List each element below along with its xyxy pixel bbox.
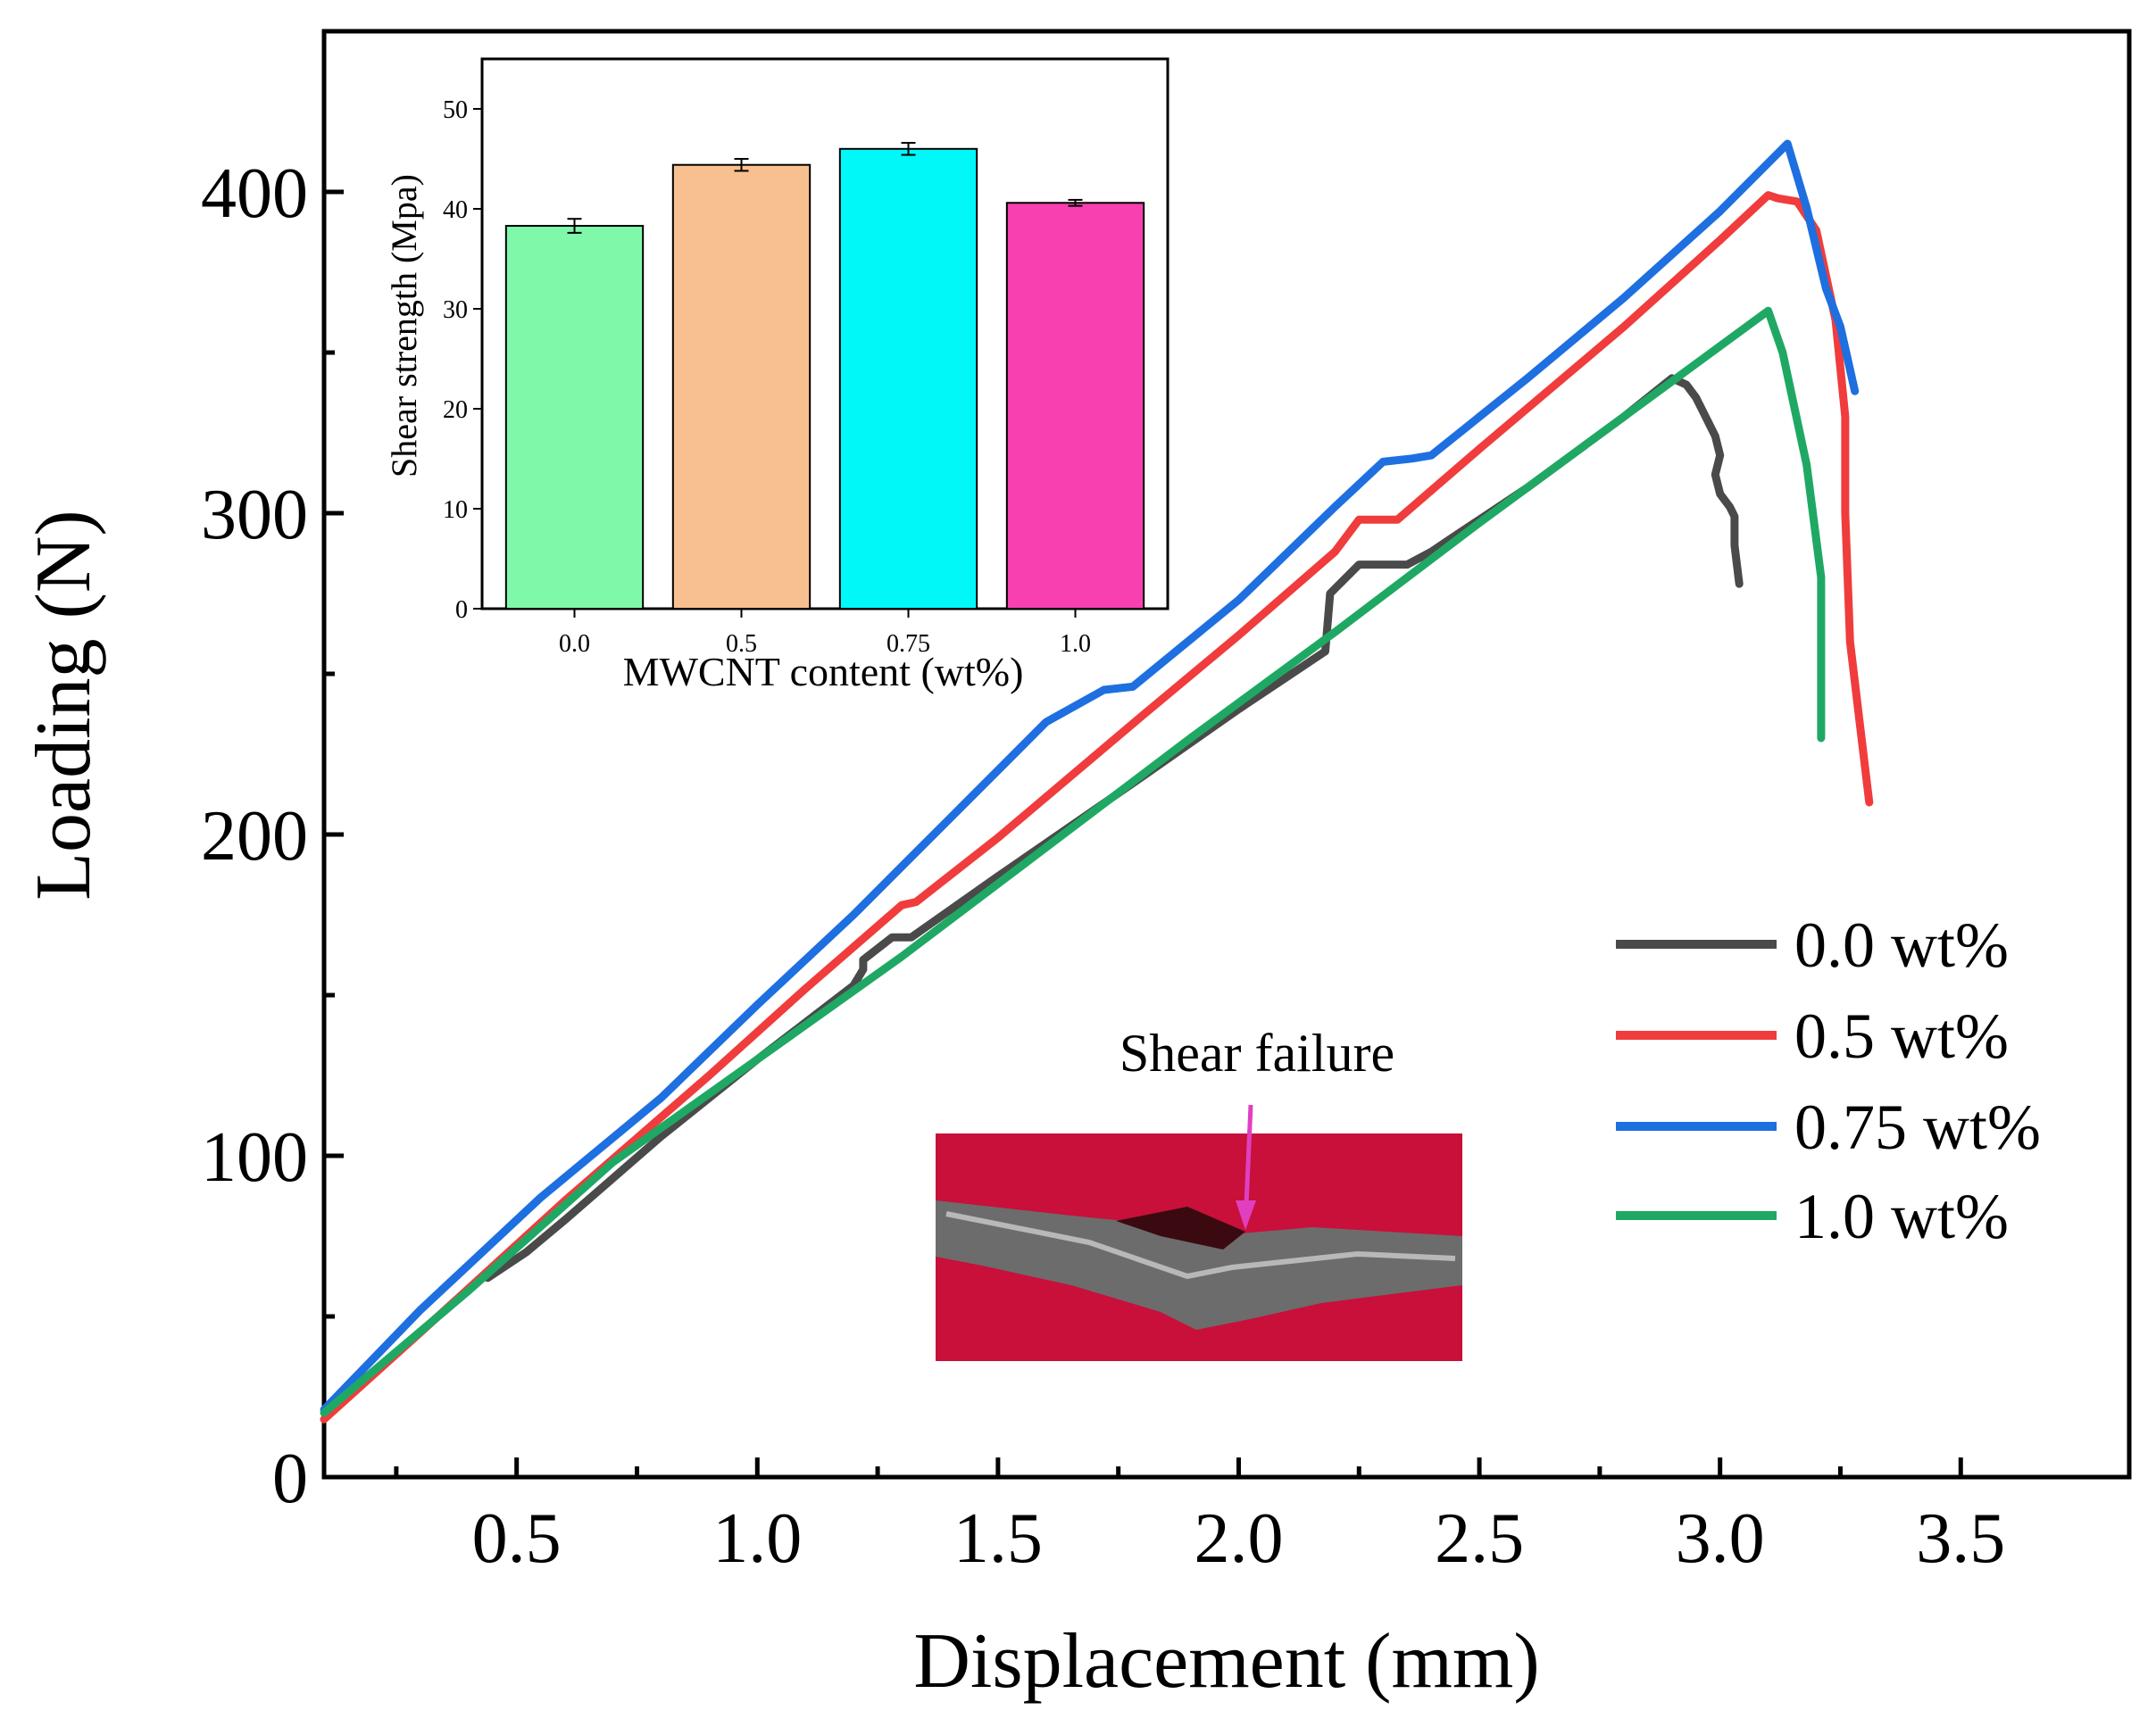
x-tick-label: 3.0 — [1676, 1499, 1765, 1578]
x-tick-label: 1.0 — [712, 1499, 802, 1578]
bar-1 — [671, 163, 812, 610]
x-tick-label: 3.5 — [1916, 1499, 2005, 1578]
inset-bars — [504, 142, 1145, 610]
inset-x-tick-label: 1.0 — [1060, 630, 1091, 658]
main-x-axis-label: Displacement (mm) — [913, 1618, 1539, 1705]
series-line-3 — [320, 306, 1826, 1417]
x-tick-label: 0.5 — [472, 1499, 562, 1578]
inset-bar-chart: 0.0 0.5 0.75 1.0 0 10 20 30 40 50 MWCNT content (… — [384, 57, 1170, 694]
photo-sample-specimen — [936, 1200, 1462, 1330]
y-tick-label: 0 — [272, 1440, 308, 1518]
bar-0 — [504, 225, 645, 610]
y-tick-label: 200 — [201, 797, 308, 876]
legend-label-1: 0.5 wt% — [1794, 1000, 2009, 1072]
inset-y-tick-label: 10 — [443, 496, 468, 524]
inset-x-axis-label: MWCNT content (wt%) — [623, 649, 1024, 694]
legend-label-2: 0.75 wt% — [1794, 1092, 2041, 1163]
inset-y-tick-label: 50 — [443, 96, 468, 124]
series-line-0 — [483, 374, 1744, 1283]
inset-y-tick-label: 40 — [443, 196, 468, 224]
bar-3 — [1005, 202, 1145, 610]
x-tick-label: 2.5 — [1435, 1499, 1524, 1578]
bar-2 — [838, 147, 978, 610]
inset-y-axis-label: Shear strength (Mpa) — [384, 174, 424, 477]
shear-failure-photo: Shear failure — [936, 1024, 1462, 1361]
y-tick-label: 400 — [201, 154, 308, 233]
inset-y-tick-label: 0 — [455, 596, 468, 624]
x-tick-label: 2.0 — [1194, 1499, 1283, 1578]
inset-x-tick-label: 0.5 — [726, 630, 757, 658]
legend-label-3: 1.0 wt% — [1794, 1181, 2009, 1252]
inset-y-tick-label: 30 — [443, 296, 468, 324]
inset-x-tick-label: 0.75 — [887, 630, 930, 658]
legend-label-0: 0.0 wt% — [1794, 909, 2009, 981]
y-tick-label: 100 — [201, 1118, 308, 1197]
x-tick-label: 1.5 — [953, 1499, 1043, 1578]
series-line-2 — [320, 139, 1860, 1414]
photo-sample-highlight — [945, 1211, 1456, 1280]
main-y-axis-label: Loading (N) — [21, 510, 107, 900]
inset-ticks: 0.0 0.5 0.75 1.0 0 10 20 30 40 50 — [443, 96, 1091, 658]
legend: 0.0 wt% 0.5 wt% 0.75 wt% 1.0 wt% — [1616, 909, 2041, 1252]
inset-y-tick-label: 20 — [443, 396, 468, 424]
annotation-arrowhead — [1236, 1200, 1256, 1230]
main-series — [320, 139, 1874, 1424]
photo-sample-crack — [1116, 1207, 1245, 1250]
annotation-label: Shear failure — [1120, 1024, 1394, 1083]
inset-x-tick-label: 0.0 — [559, 630, 590, 658]
y-tick-label: 300 — [201, 476, 308, 554]
series-line-1 — [320, 191, 1874, 1424]
